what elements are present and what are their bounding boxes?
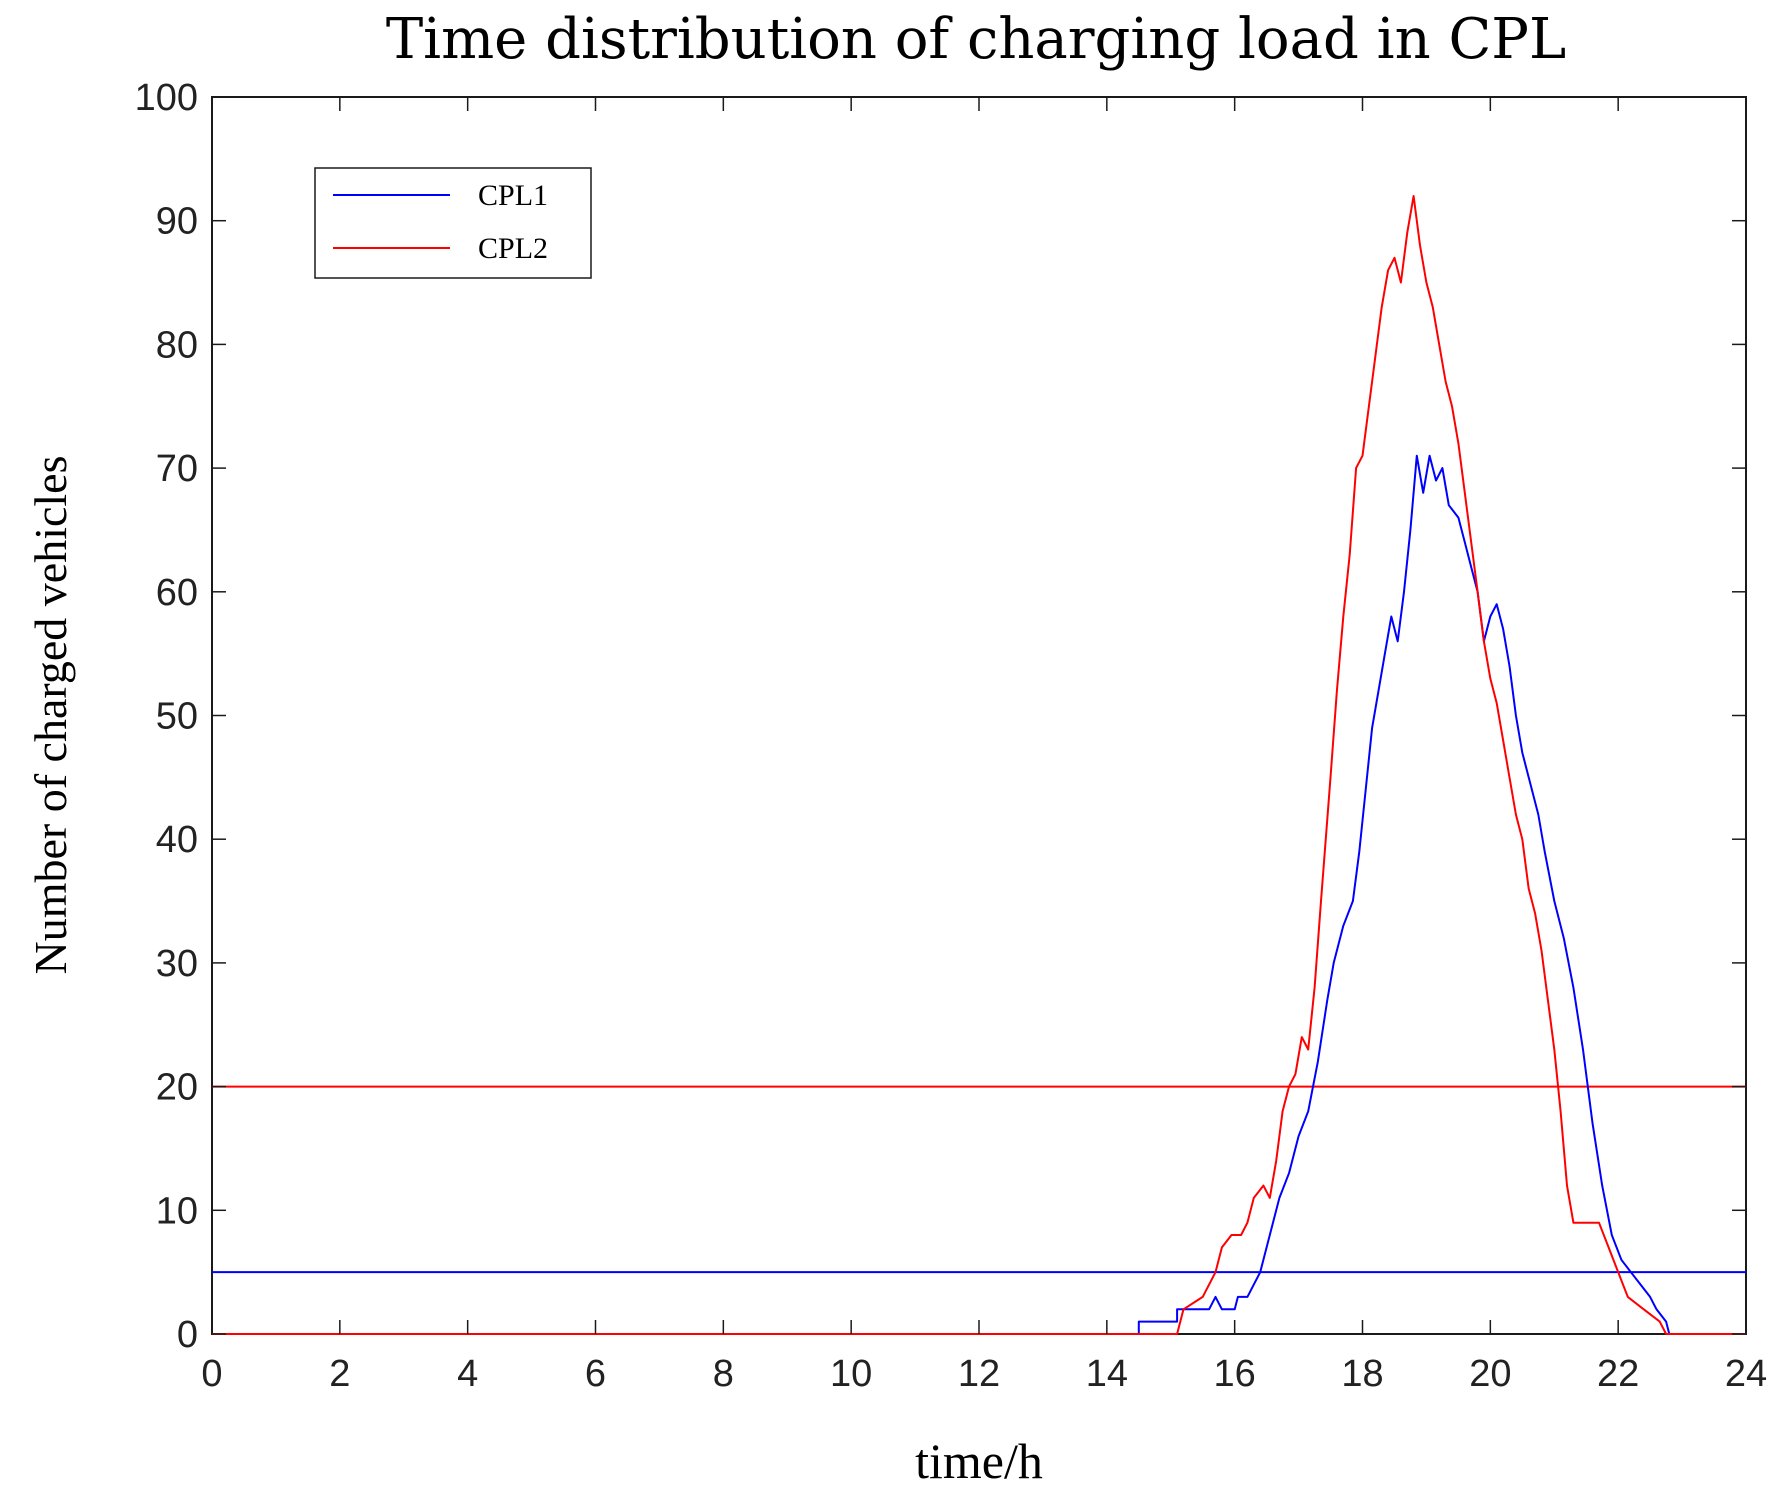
series-line-cpl1 bbox=[212, 454, 1746, 1335]
x-tick-label: 12 bbox=[958, 1353, 1000, 1395]
y-tick-label: 70 bbox=[156, 448, 198, 490]
y-tick-label: 20 bbox=[156, 1067, 198, 1109]
y-tick-label: 60 bbox=[156, 572, 198, 614]
y-tick-label: 100 bbox=[135, 77, 198, 119]
x-tick-label: 4 bbox=[457, 1353, 478, 1395]
y-axis-label: Number of charged vehicles bbox=[25, 455, 76, 974]
y-tick-label: 10 bbox=[156, 1190, 198, 1232]
x-tick-label: 8 bbox=[713, 1353, 734, 1395]
legend: CPL1 CPL2 bbox=[314, 167, 592, 279]
series-line-cpl2 bbox=[212, 195, 1746, 1335]
y-tick-label: 30 bbox=[156, 943, 198, 985]
x-tick-label: 6 bbox=[585, 1353, 606, 1395]
x-tick-label: 2 bbox=[329, 1353, 350, 1395]
x-tick-label: 20 bbox=[1469, 1353, 1511, 1395]
x-tick-label: 22 bbox=[1597, 1353, 1639, 1395]
y-tick-label: 40 bbox=[156, 819, 198, 861]
y-tick-label: 90 bbox=[156, 201, 198, 243]
x-tick-label: 18 bbox=[1341, 1353, 1383, 1395]
x-tick-label: 14 bbox=[1086, 1353, 1128, 1395]
legend-label-cpl2: CPL2 bbox=[478, 232, 548, 265]
legend-label-cpl1: CPL1 bbox=[478, 179, 548, 212]
legend-box bbox=[314, 167, 592, 279]
x-tick-label: 16 bbox=[1214, 1353, 1256, 1395]
x-tick-label: 24 bbox=[1725, 1353, 1767, 1395]
plot-area bbox=[211, 96, 1747, 1335]
y-tick-label: 0 bbox=[177, 1314, 198, 1356]
chart-title: Time distribution of charging load in CP… bbox=[386, 7, 1566, 72]
x-axis-label: time/h bbox=[915, 1433, 1043, 1489]
x-tick-label: 0 bbox=[201, 1353, 222, 1395]
x-tick-label: 10 bbox=[830, 1353, 872, 1395]
y-tick-label: 50 bbox=[156, 696, 198, 738]
y-tick-label: 80 bbox=[156, 324, 198, 366]
